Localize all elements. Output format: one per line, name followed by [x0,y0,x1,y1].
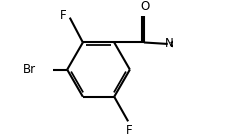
Text: O: O [139,1,148,14]
Text: Br: Br [23,63,36,76]
Text: F: F [60,9,66,22]
Text: N: N [164,37,173,50]
Text: F: F [126,124,132,137]
